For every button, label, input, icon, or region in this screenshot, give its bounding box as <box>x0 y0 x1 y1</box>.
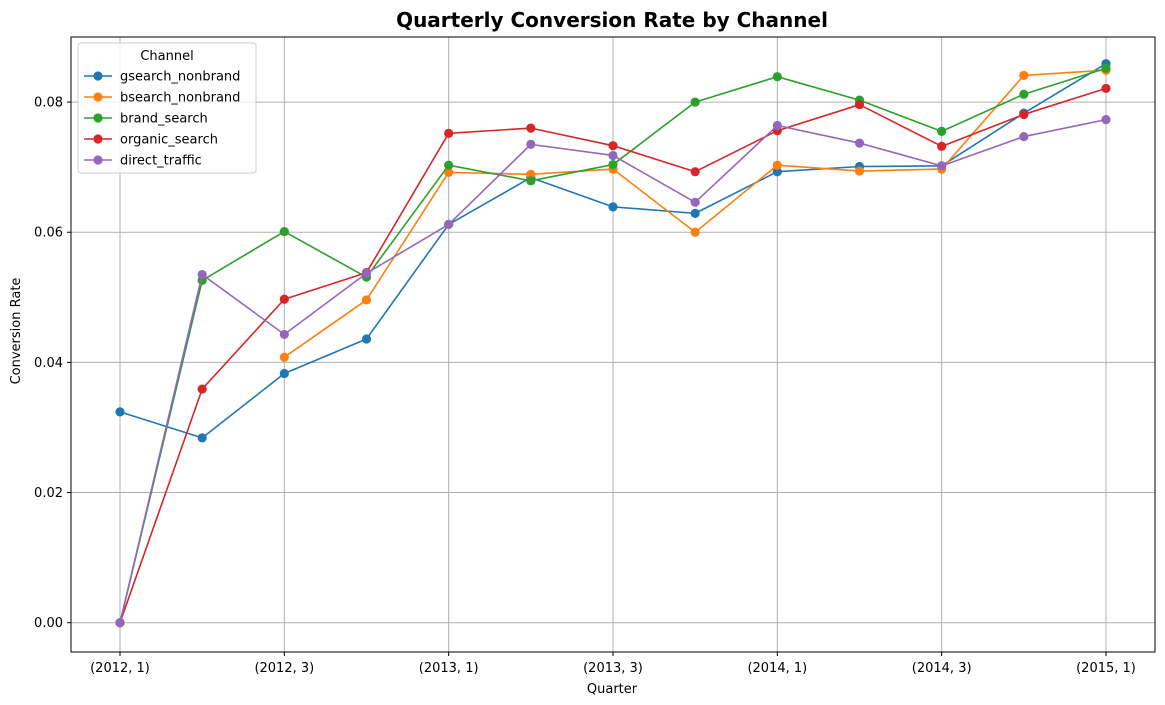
data-point <box>608 159 618 170</box>
legend-label: bsearch_nonbrand <box>120 91 240 106</box>
data-point <box>444 160 454 170</box>
data-point <box>197 384 207 394</box>
data-point <box>608 150 618 161</box>
data-point <box>1101 63 1111 73</box>
legend-label: direct_traffic <box>120 154 202 169</box>
data-point <box>444 219 454 230</box>
data-point <box>608 202 618 212</box>
legend-label: gsearch_nonbrand <box>120 70 240 85</box>
legend-item: gsearch_nonbrand <box>84 70 240 85</box>
legend-item: direct_traffic <box>84 154 202 169</box>
x-tick-label: (2013, 1) <box>419 661 479 676</box>
data-point <box>279 226 289 237</box>
data-point <box>526 123 536 133</box>
ticks: (2012, 1) (2012, 3) (2013, 1) (2013, 3) (201… <box>34 96 1136 676</box>
data-point <box>937 141 947 151</box>
y-tick-label: 0.02 <box>34 486 63 501</box>
data-point <box>361 268 372 278</box>
data-point <box>608 141 618 151</box>
data-point <box>772 120 782 131</box>
x-axis-label: Quarter <box>587 682 638 697</box>
data-point <box>854 100 865 110</box>
legend-marker <box>93 113 103 123</box>
x-tick-label: (2015, 1) <box>1076 661 1136 676</box>
x-tick-label: (2014, 1) <box>747 661 807 676</box>
data-point <box>1101 83 1111 94</box>
data-point <box>279 368 289 379</box>
x-tick-label: (2012, 1) <box>90 661 150 676</box>
legend: Channel gsearch_nonbrand bsearch_nonbrand… <box>77 42 257 174</box>
series-direct_traffic <box>115 115 1111 628</box>
y-tick-label: 0.04 <box>34 356 63 371</box>
data-point <box>772 167 782 177</box>
data-point <box>1101 115 1111 125</box>
data-point <box>690 197 700 207</box>
data-point <box>279 352 289 362</box>
data-point <box>444 128 454 138</box>
data-point <box>690 227 700 237</box>
x-tick-label: (2014, 3) <box>912 661 972 676</box>
data-point <box>197 269 207 280</box>
y-tick-label: 0.08 <box>34 96 63 111</box>
data-point <box>115 407 125 417</box>
legend-marker <box>93 92 103 102</box>
legend-item: organic_search <box>84 133 218 148</box>
y-tick-label: 0.00 <box>34 616 63 631</box>
data-point <box>526 139 536 149</box>
data-point <box>690 208 700 218</box>
data-point <box>279 329 289 340</box>
y-axis-label: Conversion Rate <box>9 278 24 385</box>
series-layer <box>115 59 1111 628</box>
data-point <box>361 334 372 344</box>
data-point <box>279 294 289 304</box>
y-tick-label: 0.06 <box>34 226 63 241</box>
legend-marker <box>93 71 103 81</box>
legend-marker <box>93 134 103 144</box>
data-point <box>690 97 700 107</box>
legend-label: organic_search <box>120 133 218 148</box>
legend-item: bsearch_nonbrand <box>84 91 240 106</box>
data-point <box>526 169 536 179</box>
series-bsearch_nonbrand <box>279 65 1111 362</box>
data-point <box>937 161 947 171</box>
data-point <box>1019 70 1029 80</box>
data-point <box>526 176 536 186</box>
legend-label: brand_search <box>120 112 208 127</box>
data-point <box>197 433 207 443</box>
x-tick-label: (2013, 3) <box>583 661 643 676</box>
data-point <box>444 167 454 177</box>
data-point <box>1019 131 1029 142</box>
data-point <box>772 160 782 170</box>
data-point <box>690 167 700 177</box>
data-point <box>937 126 947 136</box>
data-point <box>772 72 782 82</box>
data-point <box>361 295 372 305</box>
legend-title: Channel <box>140 49 193 64</box>
data-point <box>115 618 125 628</box>
data-point <box>854 138 865 148</box>
data-point <box>1019 89 1029 99</box>
chart-title: Quarterly Conversion Rate by Channel <box>396 8 828 32</box>
data-point <box>1019 109 1029 120</box>
x-tick-label: (2012, 3) <box>254 661 314 676</box>
legend-item: brand_search <box>84 112 208 127</box>
legend-marker <box>93 155 103 165</box>
data-point <box>854 166 865 176</box>
legend-box <box>77 42 257 174</box>
